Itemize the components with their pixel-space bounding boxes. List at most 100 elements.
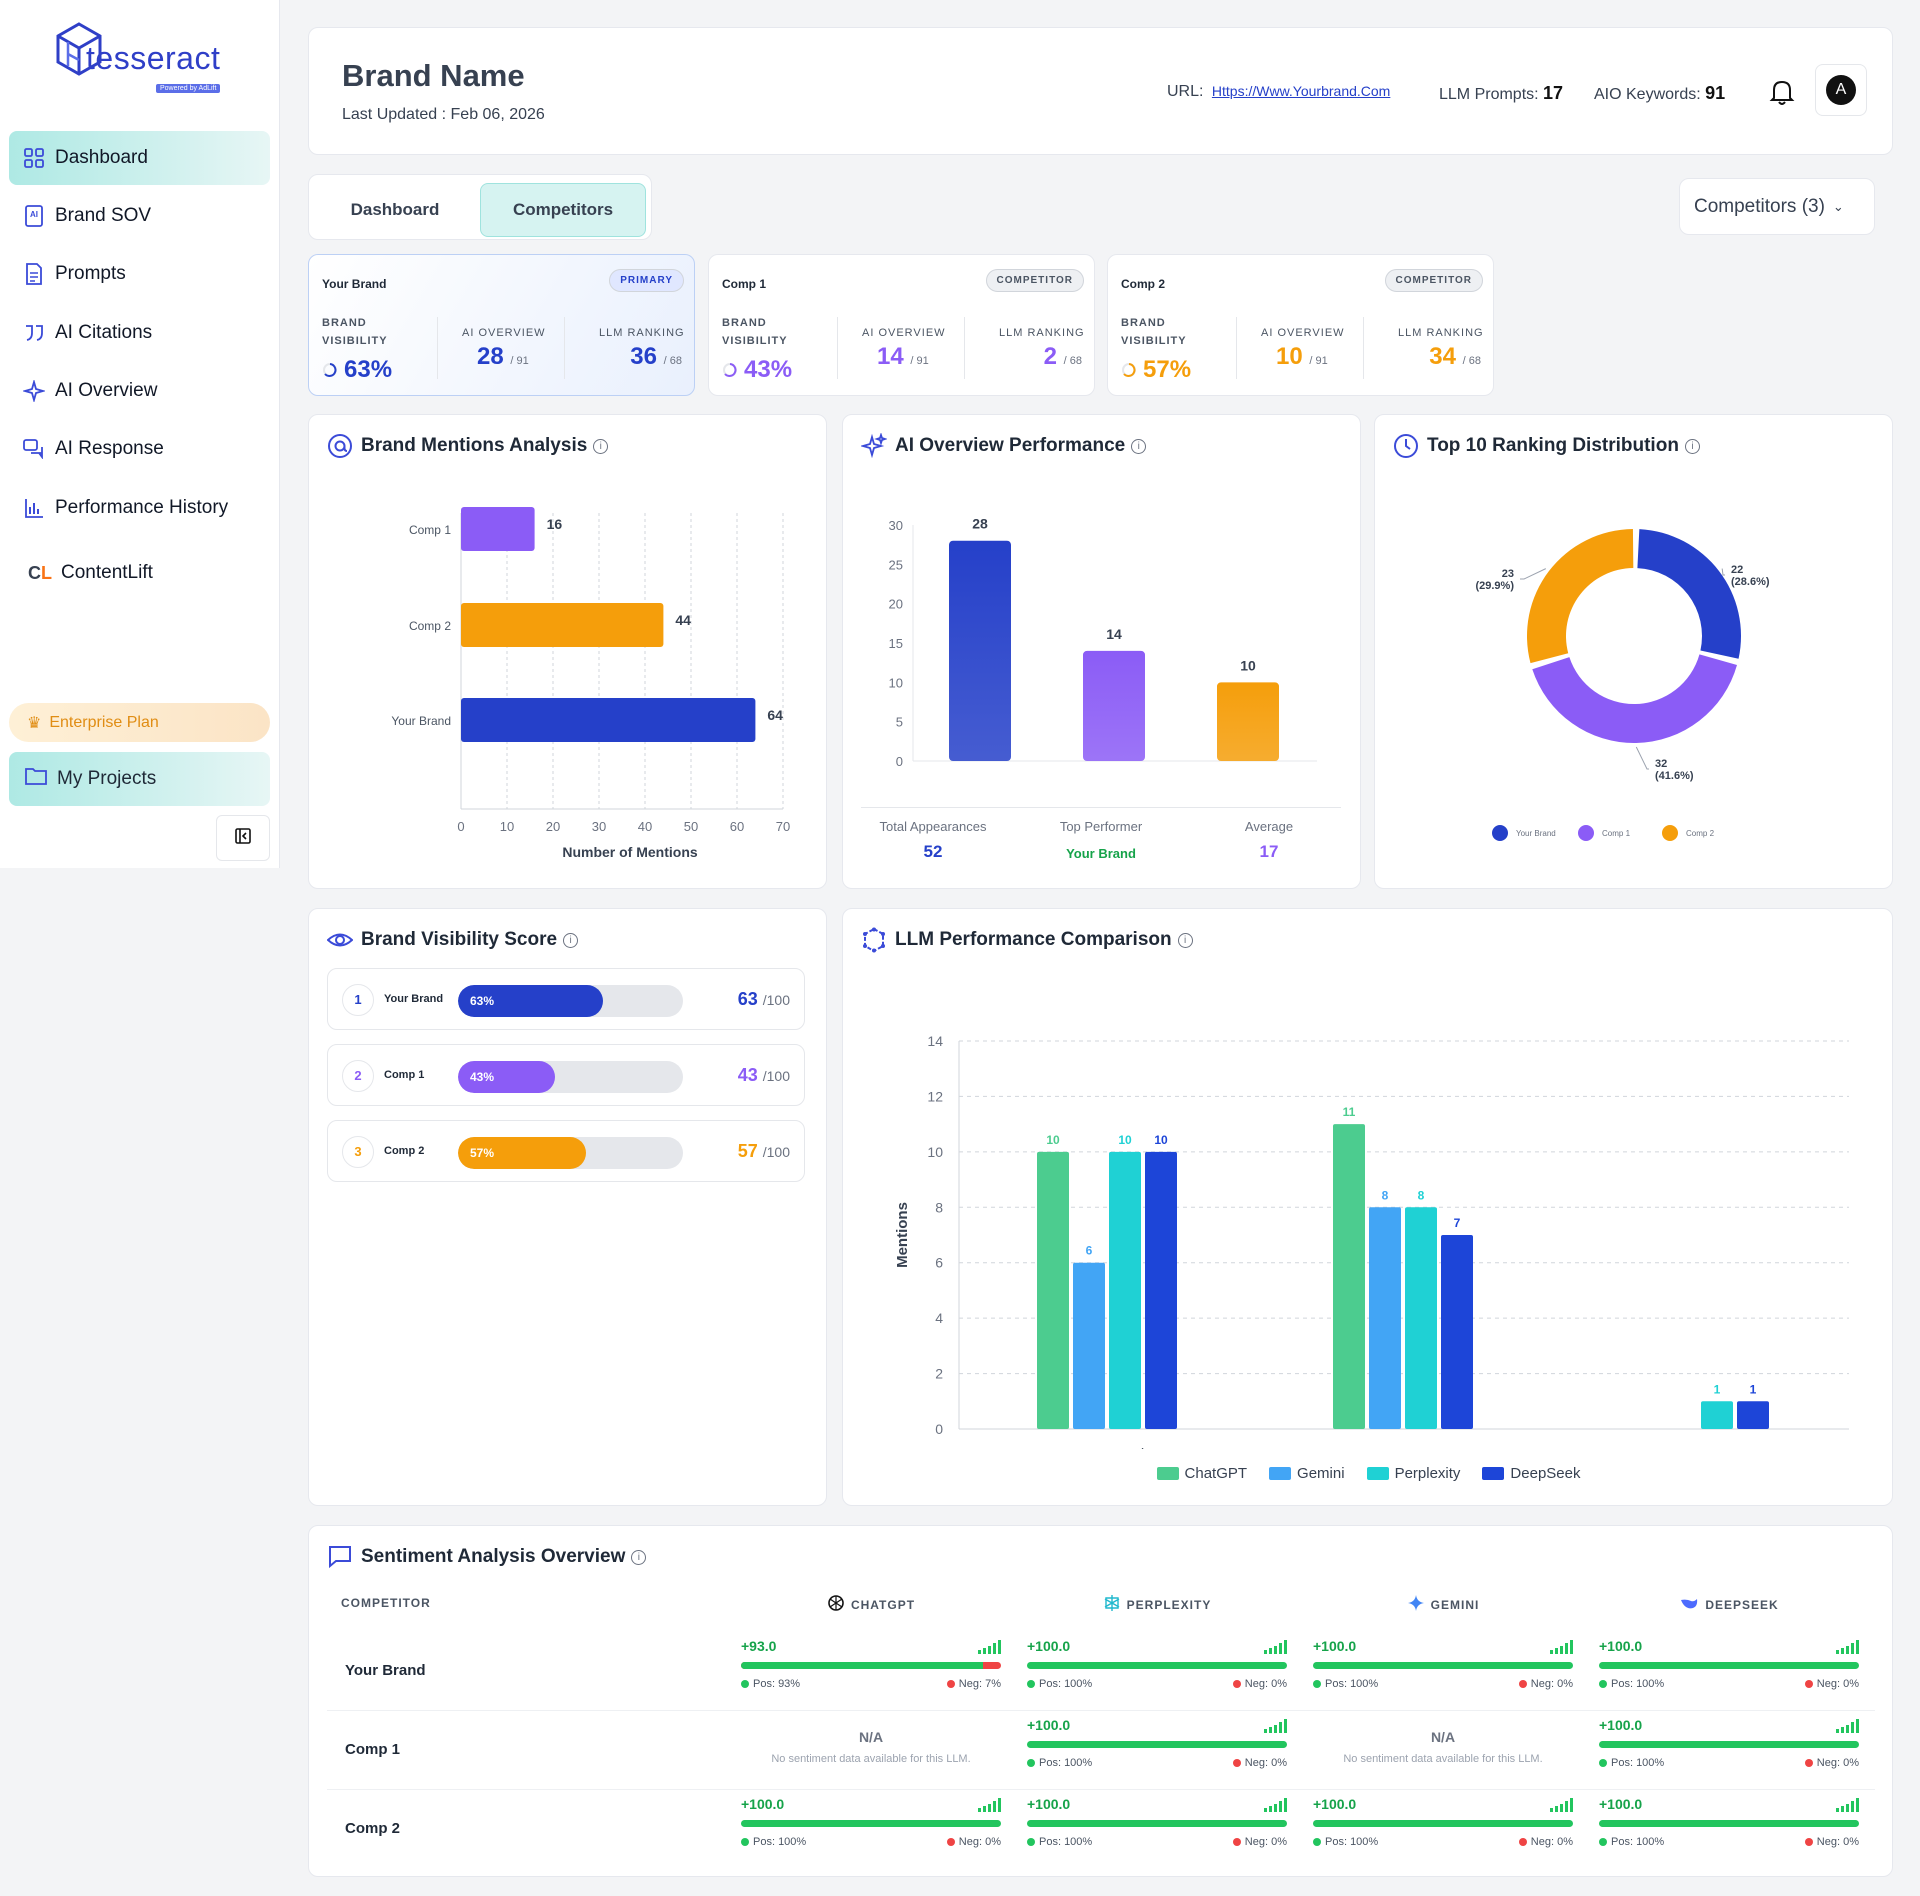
progress-ring-icon: [1122, 363, 1136, 377]
bar-value-label: 28: [972, 516, 988, 532]
slice-value-label: 32: [1655, 758, 1667, 770]
sidebar-item-dashboard[interactable]: Dashboard: [9, 131, 270, 185]
legend-label[interactable]: Comp 2: [1686, 829, 1715, 838]
collapse-sidebar-button[interactable]: [216, 815, 270, 861]
sentiment-cell[interactable]: +100.0 Pos: 100% Neg: 0%: [1313, 1638, 1573, 1698]
my-projects-button[interactable]: My Projects: [9, 752, 270, 806]
sentiment-cell[interactable]: +100.0 Pos: 100% Neg: 0%: [1313, 1796, 1573, 1856]
aio-stat: Total Appearances 52: [853, 819, 1013, 862]
enterprise-plan-badge[interactable]: ♛ Enterprise Plan: [9, 703, 270, 742]
x-tick-label: 30: [592, 819, 606, 834]
llm-ranking-count: 2: [1043, 343, 1057, 370]
brand-logo[interactable]: tesseract Powered by AdLift: [54, 22, 244, 98]
sidebar-item-performance-history[interactable]: Performance History: [9, 481, 270, 535]
sentiment-cell[interactable]: +100.0 Pos: 100% Neg: 0%: [1599, 1638, 1859, 1698]
legend-item[interactable]: Perplexity: [1366, 1465, 1460, 1482]
url-link[interactable]: Https://Www.Yourbrand.Com: [1211, 83, 1391, 99]
row-divider: [327, 1710, 1875, 1711]
signal-bars-icon: [1836, 1719, 1859, 1733]
sentiment-cell[interactable]: +100.0 Pos: 100% Neg: 0%: [1027, 1796, 1287, 1856]
negative-label: Neg: 0%: [946, 1836, 1001, 1848]
sidebar-item-ai-overview[interactable]: AI Overview: [9, 364, 270, 418]
visibility-score-row[interactable]: 1 Your Brand 63% 63 /100: [327, 968, 805, 1030]
negative-dot: [1232, 1759, 1241, 1768]
visibility-score-row[interactable]: 3 Comp 2 57% 57 /100: [327, 1120, 805, 1182]
brand-visibility-value: 63%: [322, 356, 392, 384]
bar[interactable]: [1083, 650, 1145, 761]
aio-chart: 05101520253028Your Brand14Comp 110Comp 2: [889, 516, 1317, 769]
sentiment-cell-empty: N/A No sentiment data available for this …: [741, 1729, 1001, 1765]
bar[interactable]: [1701, 1401, 1733, 1429]
positive-dot: [741, 1838, 749, 1847]
card-title-text: Brand Mentions Analysis: [361, 435, 588, 456]
y-tick-label: 30: [889, 518, 903, 533]
info-icon[interactable]: i: [631, 1549, 647, 1565]
bar[interactable]: [1037, 1151, 1069, 1429]
ai-overview-count: 10: [1276, 343, 1303, 370]
bar[interactable]: [949, 540, 1011, 761]
llm-ranking-value: 34 / 68: [1429, 343, 1481, 371]
bar[interactable]: [1369, 1207, 1401, 1429]
legend-label[interactable]: Comp 1: [1602, 829, 1631, 838]
y-tick-label: 15: [889, 636, 903, 651]
bar[interactable]: [1737, 1401, 1769, 1429]
bar-value-label: 10: [1154, 1133, 1168, 1147]
info-icon[interactable]: i: [563, 932, 579, 948]
sidebar-item-brand-sov[interactable]: AI Brand SOV: [9, 189, 270, 243]
donut-slice[interactable]: [1532, 654, 1737, 743]
bar[interactable]: [461, 698, 756, 742]
legend-item[interactable]: DeepSeek: [1482, 1465, 1580, 1482]
negative-value: Neg: 0%: [1244, 1836, 1287, 1848]
bar[interactable]: [1109, 1151, 1141, 1429]
sidebar-item-ai-response[interactable]: AI Response: [9, 422, 270, 476]
sentiment-score: +100.0: [1027, 1796, 1071, 1812]
bar[interactable]: [1333, 1124, 1365, 1429]
tab-dashboard[interactable]: Dashboard: [350, 200, 440, 219]
tab-competitors[interactable]: Competitors: [480, 183, 646, 237]
legend-item[interactable]: ChatGPT: [1156, 1465, 1247, 1482]
signal-bars-icon: [1550, 1798, 1573, 1812]
chat-icon: [23, 438, 45, 460]
bar[interactable]: [461, 507, 535, 551]
brand-card[interactable]: Comp 2 COMPETITOR BRAND VISIBILITY 57% AI OVE…: [1107, 254, 1494, 396]
legend-label[interactable]: Your Brand: [1516, 829, 1556, 838]
sidebar-item-ai-citations[interactable]: AI Citations: [9, 306, 270, 360]
divider: [1363, 317, 1364, 379]
bar[interactable]: [461, 603, 664, 647]
positive-value: Pos: 100%: [1611, 1836, 1665, 1848]
bar-value-label: 16: [547, 516, 563, 532]
sentiment-cell[interactable]: +100.0 Pos: 100% Neg: 0%: [1599, 1717, 1859, 1777]
competitors-select[interactable]: Competitors (3) ⌄: [1679, 178, 1875, 235]
brand-card[interactable]: Your Brand PRIMARY BRAND VISIBILITY 63% AI OV…: [308, 254, 695, 396]
avatar-button[interactable]: A: [1815, 64, 1867, 116]
info-icon[interactable]: i: [1131, 438, 1147, 454]
info-icon[interactable]: i: [593, 438, 609, 454]
bar[interactable]: [1145, 1151, 1177, 1429]
info-icon[interactable]: i: [1684, 438, 1700, 454]
sentiment-cell[interactable]: +100.0 Pos: 100% Neg: 0%: [1027, 1717, 1287, 1777]
sentiment-cell[interactable]: +93.0 Pos: 93% Neg: 7%: [741, 1638, 1001, 1698]
score-progress-track: 63%: [458, 985, 683, 1017]
donut-slice[interactable]: [1637, 529, 1741, 659]
bar[interactable]: [1073, 1262, 1105, 1429]
legend-swatch: [1492, 825, 1508, 841]
bell-icon[interactable]: [1769, 78, 1795, 111]
visibility-score-row[interactable]: 2 Comp 1 43% 43 /100: [327, 1044, 805, 1106]
info-icon[interactable]: i: [1177, 932, 1193, 948]
sentiment-cell[interactable]: +100.0 Pos: 100% Neg: 0%: [1027, 1638, 1287, 1698]
positive-value: Pos: 100%: [1325, 1678, 1379, 1690]
llm-ranking-count: 36: [630, 343, 657, 370]
last-updated: Last Updated : Feb 06, 2026: [342, 106, 545, 123]
donut-slice[interactable]: [1527, 529, 1634, 664]
y-tick-label: 0: [896, 754, 903, 769]
bar[interactable]: [1405, 1207, 1437, 1429]
brand-card[interactable]: Comp 1 COMPETITOR BRAND VISIBILITY 43% AI OVE…: [708, 254, 1095, 396]
legend-item[interactable]: Gemini: [1269, 1465, 1345, 1482]
bar[interactable]: [1441, 1235, 1473, 1429]
brand-card-name: Comp 2: [1121, 277, 1166, 291]
sentiment-cell[interactable]: +100.0 Pos: 100% Neg: 0%: [1599, 1796, 1859, 1856]
bar[interactable]: [1217, 682, 1279, 761]
sidebar-item-prompts[interactable]: Prompts: [9, 247, 270, 301]
sentiment-cell[interactable]: +100.0 Pos: 100% Neg: 0%: [741, 1796, 1001, 1856]
